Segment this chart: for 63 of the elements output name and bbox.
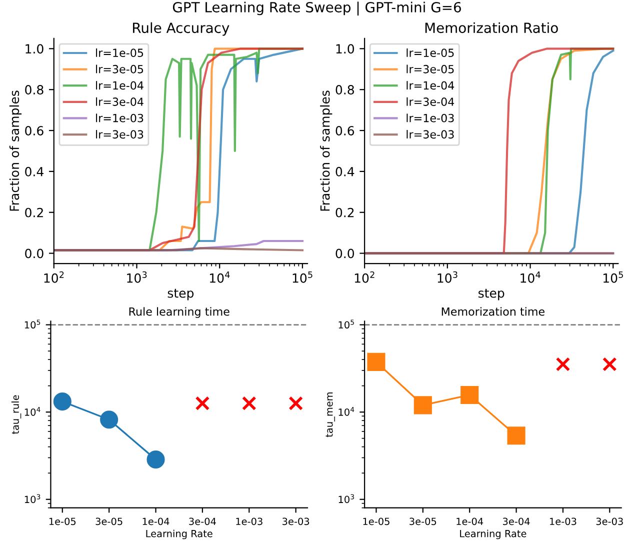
x-tick-label: 3e-03: [282, 518, 310, 526]
x-axis-title: Learning Rate: [460, 530, 526, 540]
legend-label: lr=3e-05: [406, 64, 454, 74]
legend-label: lr=1e-03: [96, 114, 144, 122]
x-tick-label: 10$^{2}$: [354, 271, 374, 283]
legend-label: lr=1e-05: [406, 48, 454, 58]
y-tick-label: 0.4: [336, 166, 354, 176]
y-tick-label: 0.2: [25, 208, 43, 218]
legend-label: lr=1e-05: [96, 48, 144, 58]
x-tick-label: 10$^{5}$: [292, 271, 312, 283]
x-tick-label: 3e-05: [410, 518, 436, 526]
y-axis-title: tau_rule: [11, 395, 22, 434]
x-tick-label: 10$^{4}$: [210, 271, 230, 283]
x-tick-label: 1e-05: [49, 518, 76, 526]
y-tick-label: 0.0: [25, 248, 44, 258]
y-tick-label: 10$^{3}$: [338, 494, 354, 504]
y-tick-label: 0.2: [336, 208, 354, 218]
legend-label: lr=1e-04: [406, 81, 454, 90]
legend-label: lr=3e-03: [96, 130, 144, 139]
legend-label: lr=3e-04: [406, 97, 454, 106]
y-axis-title: tau_mem: [326, 392, 335, 438]
x-tick-label: 10$^{3}$: [127, 271, 147, 283]
legend-label: lr=3e-05: [96, 64, 144, 74]
y-tick-label: 0.0: [336, 248, 354, 258]
x-tick-label: 1e-04: [142, 518, 170, 526]
y-tick-label: 1.0: [336, 44, 354, 54]
x-tick-label: 10$^{5}$: [603, 271, 623, 283]
y-tick-label: 0.6: [25, 126, 44, 136]
y-tick-label: 10$^{3}$: [24, 494, 40, 504]
chart-title: Memorization Ratio: [425, 22, 558, 34]
legend-label: lr=3e-03: [406, 130, 454, 139]
x-tick-label: 3e-04: [502, 518, 530, 526]
x-axis-title: step: [478, 288, 504, 300]
x-tick-label: 3e-04: [189, 518, 216, 526]
x-axis-title: step: [168, 288, 194, 300]
text: GPT Learning Rate Sweep | GPT-mini G=6: [172, 2, 461, 16]
x-axis-title: Learning Rate: [146, 530, 212, 540]
chart-title: Rule Accuracy: [133, 22, 230, 36]
x-tick-label: 10$^{2}$: [44, 271, 64, 283]
x-tick-label: 1e-04: [456, 518, 484, 526]
y-tick-label: 0.8: [25, 85, 44, 95]
y-tick-label: 0.6: [336, 126, 354, 136]
x-tick-label: 1e-05: [363, 518, 390, 526]
legend-label: lr=1e-04: [96, 81, 144, 90]
y-tick-label: 0.4: [25, 166, 44, 176]
x-tick-label: 3e-03: [596, 518, 623, 526]
y-tick-label: 1.0: [26, 44, 44, 54]
x-tick-label: 3e-05: [96, 518, 122, 526]
y-tick-label: 10$^{5}$: [338, 320, 354, 329]
x-tick-label: 10$^{3}$: [438, 271, 458, 283]
y-axis-title: Fraction of samples: [320, 90, 332, 211]
x-tick-label: 1e-03: [550, 518, 576, 526]
x-tick-label: 1e-03: [236, 518, 262, 526]
y-tick-label: 10$^{5}$: [24, 320, 40, 329]
y-axis-title: Fraction of samples: [9, 90, 22, 211]
chart-title: Memorization time: [442, 307, 544, 316]
y-tick-label: 10$^{4}$: [338, 407, 354, 416]
legend-label: lr=3e-04: [96, 97, 144, 106]
chart-title: Rule learning time: [129, 307, 230, 318]
y-tick-label: 10$^{4}$: [24, 407, 40, 416]
x-tick-label: 10$^{4}$: [520, 271, 540, 283]
y-tick-label: 0.8: [336, 85, 354, 95]
legend-label: lr=1e-03: [406, 114, 454, 122]
